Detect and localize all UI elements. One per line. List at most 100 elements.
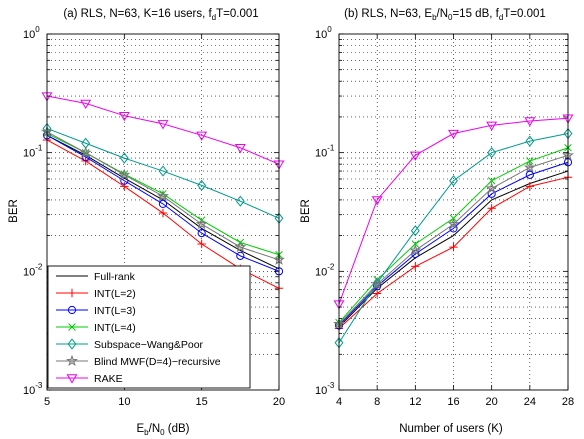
series-line-a-4 bbox=[46, 127, 280, 219]
series-line-b-6 bbox=[338, 117, 569, 305]
x-axis-label-b: Number of users (K) bbox=[399, 423, 503, 435]
y-axis-label-a: BER bbox=[8, 199, 20, 223]
data-point-b-5-3 bbox=[447, 217, 460, 230]
data-point-a-5-1 bbox=[79, 146, 92, 158]
plot-frame-b bbox=[338, 33, 569, 391]
y-tick-label: 10-2 bbox=[315, 262, 335, 278]
data-point-b-6-3 bbox=[448, 129, 459, 140]
series-line-b-1 bbox=[338, 176, 569, 329]
data-point-a-2-5 bbox=[236, 251, 245, 260]
legend-swatch-marker bbox=[66, 354, 78, 367]
y-tick-label: 10-3 bbox=[315, 381, 335, 397]
data-point-b-5-5 bbox=[523, 161, 536, 173]
data-point-b-5-1 bbox=[371, 277, 384, 290]
x-tick-label: 5 bbox=[44, 396, 50, 408]
y-tick-label: 100 bbox=[23, 25, 40, 41]
chart-panel-b: (b) RLS, N=63, Eb/N0=15 dB, fdT=0.001 Nu… bbox=[300, 8, 574, 435]
legend-entry-label: Blind MWF(D=4)−recursive bbox=[94, 356, 221, 368]
data-point-b-6-5 bbox=[524, 117, 536, 127]
data-point-b-3-5 bbox=[526, 157, 534, 165]
data-point-a-2-4 bbox=[197, 228, 206, 238]
data-point-a-5-5 bbox=[234, 240, 247, 253]
data-point-b-4-2 bbox=[410, 225, 420, 237]
data-point-a-5-2 bbox=[118, 168, 131, 180]
chart-title-b: (b) RLS, N=63, Eb/N0=15 dB, fdT=0.001 bbox=[344, 8, 546, 22]
series-group-a bbox=[41, 92, 285, 293]
data-point-a-6-4 bbox=[196, 131, 208, 141]
legend-swatch-marker bbox=[67, 288, 77, 298]
x-tick-label: 28 bbox=[562, 396, 574, 408]
data-point-a-6-5 bbox=[234, 144, 246, 154]
data-point-b-2-5 bbox=[525, 170, 534, 179]
legend-entry-label: RAKE bbox=[94, 373, 123, 385]
series-group-b bbox=[333, 114, 574, 349]
x-tick-label: 20 bbox=[273, 396, 285, 408]
series-line-b-5 bbox=[338, 154, 569, 325]
x-tick-label: 4 bbox=[336, 396, 342, 408]
series-line-b-4 bbox=[338, 133, 569, 344]
x-tick-label: 10 bbox=[118, 396, 130, 408]
legend-entry-label: INT(L=3) bbox=[94, 305, 136, 317]
ticks-a: 5 10 15 20 100 10-1 10-2 10-3 bbox=[23, 25, 285, 408]
data-point-b-1-2 bbox=[411, 262, 420, 271]
data-point-a-6-3 bbox=[157, 120, 169, 130]
legend-entry-label: INT(L=2) bbox=[94, 288, 136, 300]
grid-b bbox=[339, 34, 568, 390]
y-axis-label-b: BER bbox=[300, 199, 312, 223]
data-point-b-1-1 bbox=[372, 289, 382, 298]
data-point-a-1-2 bbox=[120, 182, 129, 191]
data-point-a-6-2 bbox=[118, 111, 130, 122]
data-point-b-1-3 bbox=[449, 242, 458, 252]
data-point-b-5-2 bbox=[409, 244, 422, 256]
data-point-b-1-5 bbox=[525, 182, 535, 191]
data-point-b-5-4 bbox=[485, 182, 498, 194]
data-point-a-4-4 bbox=[197, 179, 207, 191]
data-point-a-1-4 bbox=[197, 239, 206, 249]
data-point-b-6-4 bbox=[486, 121, 498, 131]
series-line-a-5 bbox=[46, 131, 280, 261]
x-tick-label: 20 bbox=[486, 396, 498, 408]
data-point-b-6-2 bbox=[409, 151, 421, 161]
y-tick-label: 10-2 bbox=[23, 262, 43, 278]
plot-frame-a bbox=[46, 33, 280, 391]
x-tick-label: 8 bbox=[374, 396, 380, 408]
x-tick-label: 12 bbox=[409, 396, 421, 408]
data-point-a-5-3 bbox=[157, 189, 169, 202]
x-tick-label: 24 bbox=[524, 396, 536, 408]
y-tick-label: 10-1 bbox=[23, 144, 43, 160]
data-point-b-3-4 bbox=[487, 176, 496, 185]
y-tick-label: 10-1 bbox=[315, 144, 335, 160]
legend-entry-label: INT(L=4) bbox=[94, 322, 136, 334]
chart-title-a: (a) RLS, N=63, K=16 users, fdT=0.001 bbox=[63, 8, 258, 22]
y-tick-label: 100 bbox=[315, 25, 332, 41]
series-line-a-2 bbox=[46, 134, 280, 272]
data-point-a-1-3 bbox=[158, 208, 168, 218]
data-point-a-4-5 bbox=[235, 195, 245, 207]
data-point-b-4-1 bbox=[372, 277, 382, 289]
legend-entry-label: Full-rank bbox=[94, 271, 136, 283]
legend: Full-rank INT(L=2) INT(L=3) INT(L=4) Subspac… bbox=[47, 265, 251, 389]
data-point-b-2-3 bbox=[449, 224, 458, 233]
legend-swatch-marker bbox=[67, 338, 77, 350]
data-point-a-5-4 bbox=[195, 217, 208, 230]
data-point-a-4-3 bbox=[158, 165, 168, 177]
y-tick-label: 10-3 bbox=[23, 381, 43, 397]
data-point-b-1-4 bbox=[487, 204, 496, 213]
x-tick-label: 16 bbox=[447, 396, 459, 408]
ticks-b: 4 8 12 16 20 24 28 100 10-1 10-2 10-3 bbox=[315, 25, 574, 408]
legend-entry-label: Subspace−Wang&Poor bbox=[94, 339, 204, 351]
series-line-a-6 bbox=[46, 95, 280, 165]
chart-panel-a: (a) RLS, N=63, K=16 users, fdT=0.001 Eb/… bbox=[8, 8, 285, 437]
data-point-b-4-3 bbox=[449, 175, 458, 187]
data-point-b-4-5 bbox=[525, 135, 535, 147]
legend-swatch-marker bbox=[66, 374, 78, 384]
data-point-b-6-1 bbox=[371, 196, 383, 206]
data-point-a-6-1 bbox=[80, 99, 92, 110]
x-tick-label: 15 bbox=[196, 396, 208, 408]
data-point-b-4-4 bbox=[487, 147, 497, 159]
data-point-a-2-3 bbox=[158, 199, 168, 209]
data-point-a-4-2 bbox=[119, 152, 129, 164]
legend-swatch-marker bbox=[67, 305, 77, 315]
data-point-b-3-2 bbox=[411, 240, 420, 248]
